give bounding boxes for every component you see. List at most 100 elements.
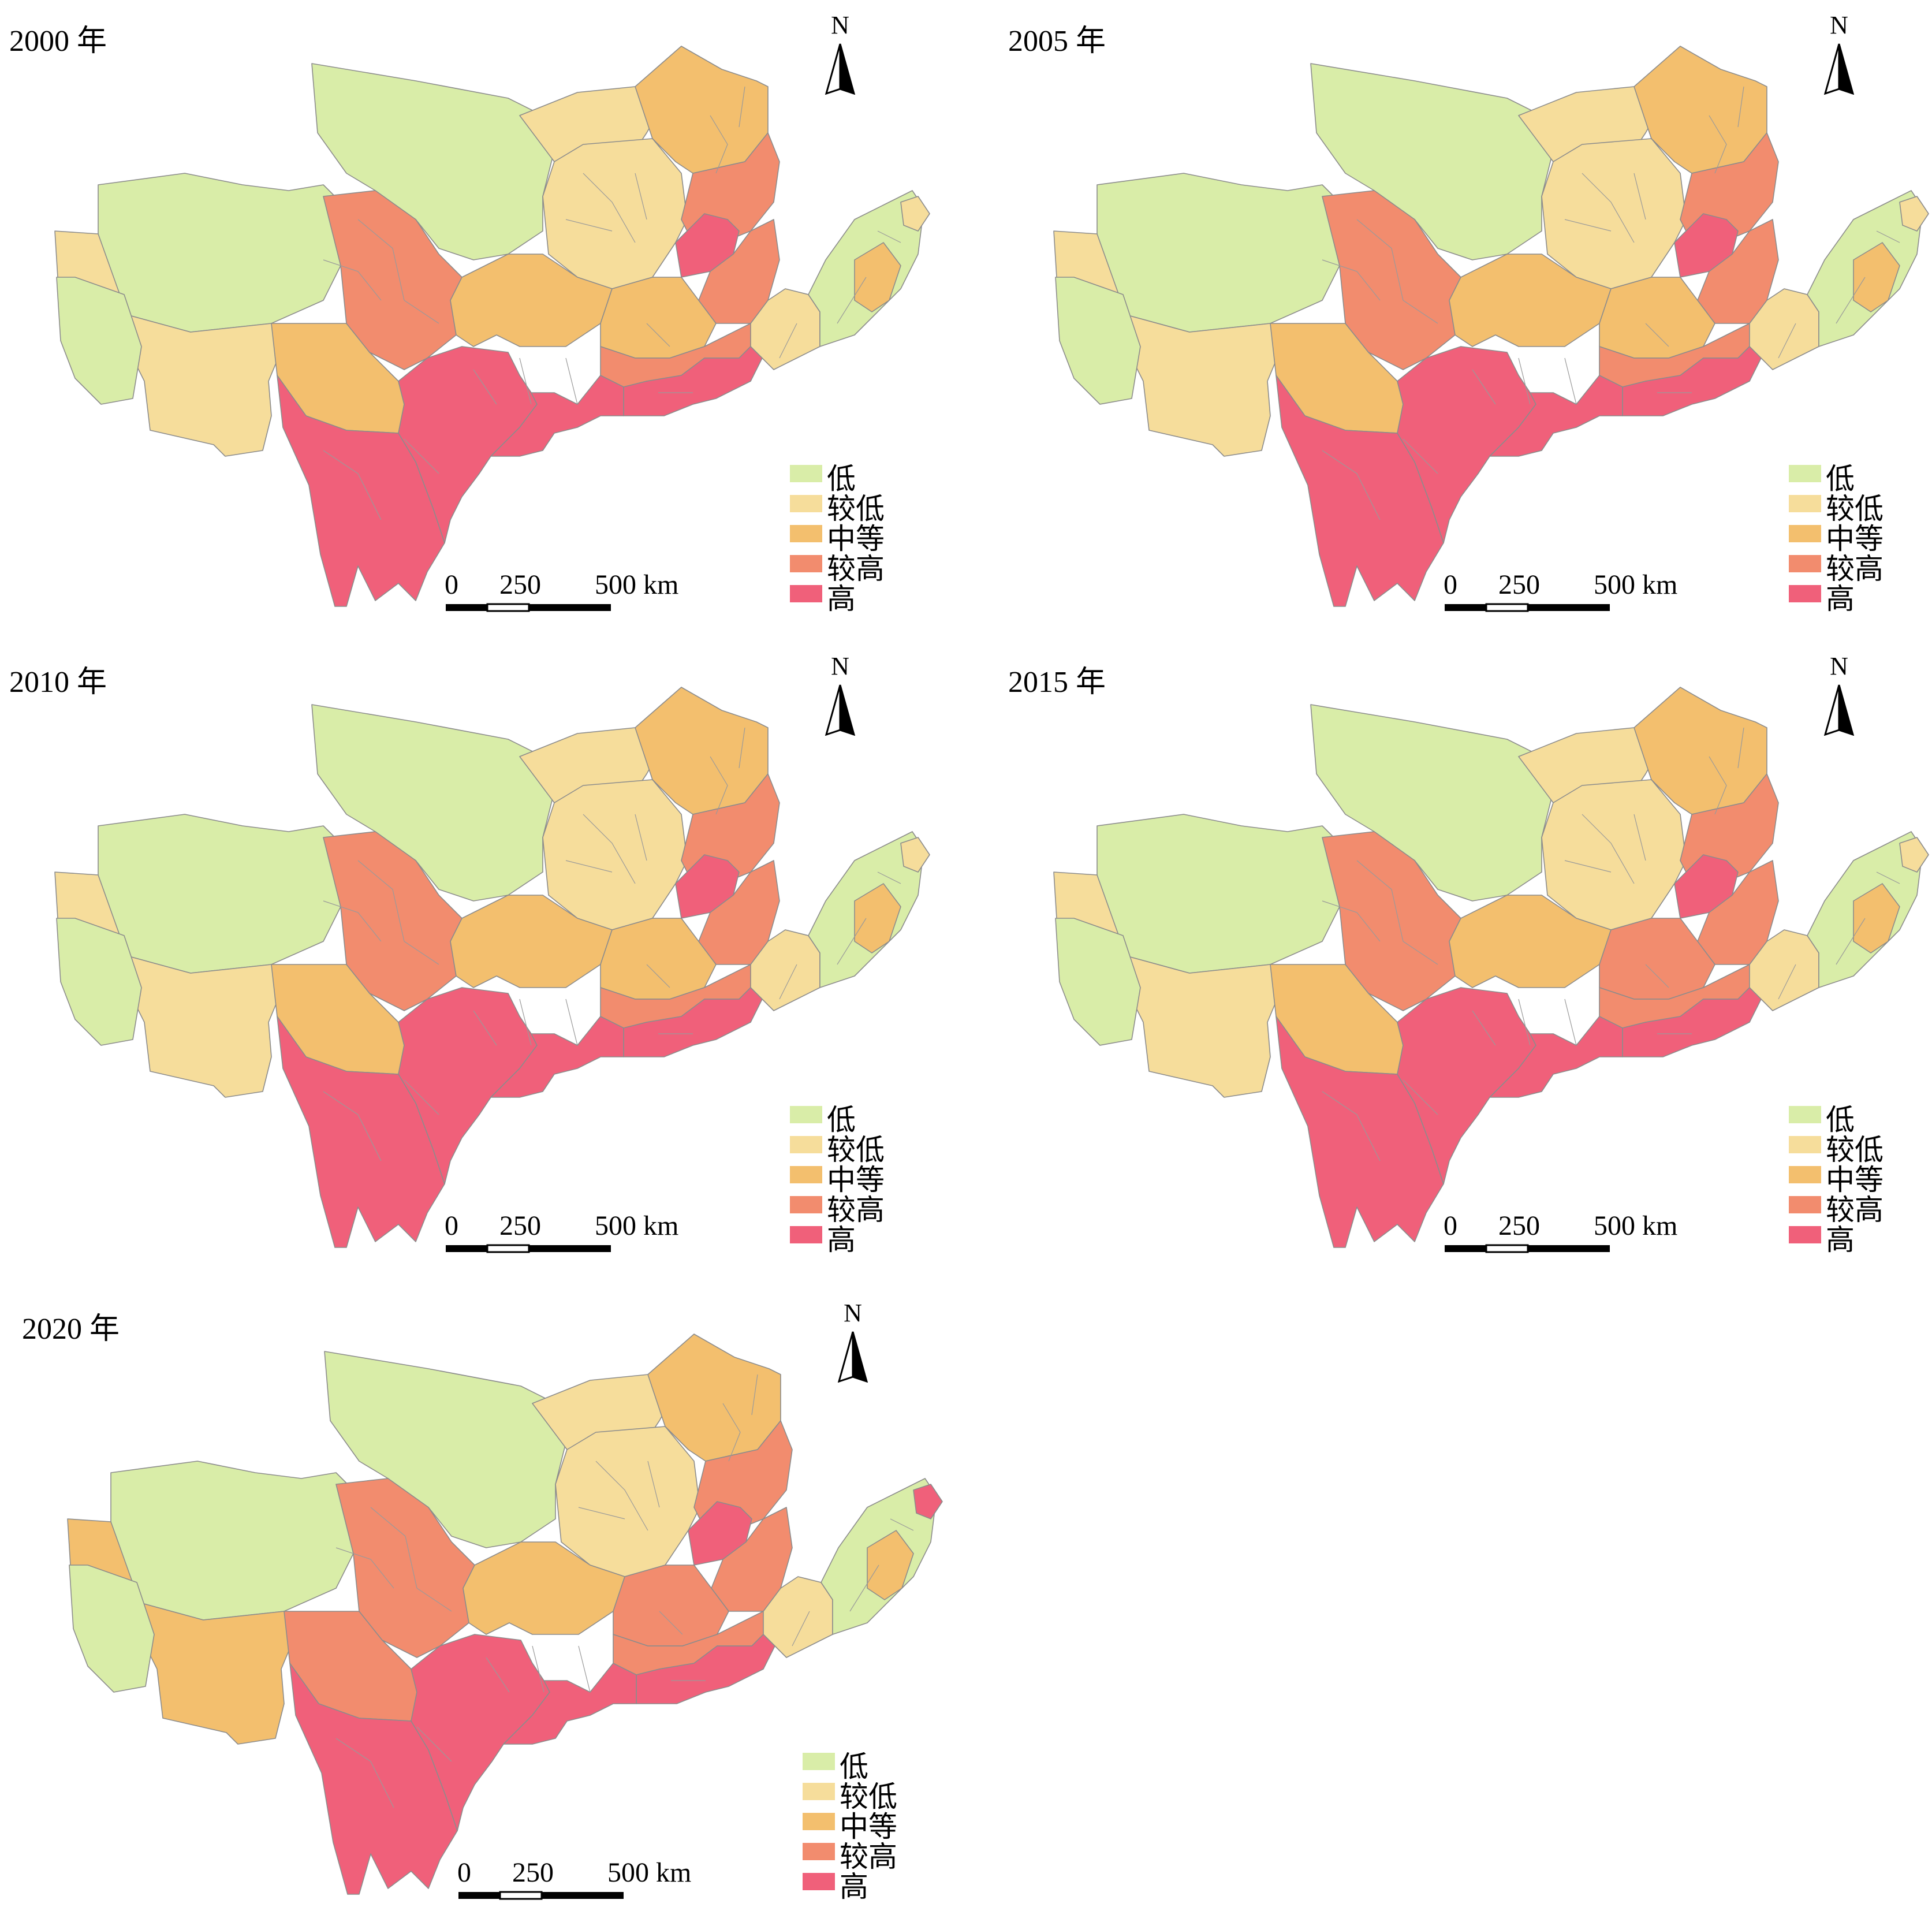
district-boundary <box>486 1657 510 1693</box>
legend-swatch <box>790 465 822 482</box>
district-boundary <box>1472 369 1496 405</box>
district-boundary <box>710 115 728 174</box>
region-ordos-center <box>555 1426 700 1577</box>
district-boundary <box>647 1461 660 1508</box>
region-guanzhong <box>1489 375 1623 457</box>
legend-swatch <box>1789 555 1821 572</box>
north-arrow-icon <box>1823 684 1855 736</box>
panel-title: 2005 年 <box>1008 25 1106 58</box>
scale-bar-graphic <box>446 1244 611 1253</box>
region-shandong-east <box>1853 242 1900 312</box>
district-boundary <box>1836 277 1866 324</box>
district-boundary <box>1709 115 1727 174</box>
district-boundary <box>751 1374 758 1416</box>
district-boundary <box>779 323 797 359</box>
scale-label: 0 <box>457 1857 471 1888</box>
legend-label: 较低 <box>1826 492 1883 526</box>
scale-label: 0 <box>1444 1210 1457 1241</box>
region-guanzhong <box>490 375 624 457</box>
district-boundary <box>565 860 613 873</box>
legend-label: 高 <box>1826 1223 1855 1257</box>
legend-swatch <box>790 1106 822 1123</box>
district-boundary <box>1564 357 1577 405</box>
legend-swatch <box>1789 585 1821 602</box>
legend-swatch <box>1789 495 1821 512</box>
district-boundary <box>473 369 497 405</box>
district-boundary <box>1876 230 1900 243</box>
legend-label: 较低 <box>1826 1133 1883 1167</box>
district-boundary <box>583 814 636 884</box>
district-boundary <box>1633 173 1646 220</box>
panel-title: 2020 年 <box>22 1313 120 1346</box>
north-label: N <box>1830 11 1848 39</box>
legend-label: 高 <box>840 1870 868 1904</box>
region-sichuan-east <box>411 1634 550 1831</box>
region-sichuan-west <box>277 375 445 607</box>
district-boundary <box>1645 964 1669 988</box>
region-ordos-center <box>1541 138 1687 289</box>
north-label: N <box>831 652 849 680</box>
district-boundary <box>404 438 439 474</box>
legend-swatch <box>1789 525 1821 542</box>
region-sichuan-east <box>398 987 538 1185</box>
region-shandong-east <box>867 1530 914 1600</box>
district-boundary <box>565 219 613 232</box>
legend-swatch <box>790 555 822 572</box>
legend-swatch <box>803 1843 835 1860</box>
legend-swatch <box>1789 1106 1821 1123</box>
legend-label: 低 <box>827 462 856 496</box>
region-shaanxi-north <box>600 277 717 359</box>
legend-swatch <box>790 1196 822 1213</box>
district-boundary <box>1582 814 1635 884</box>
region-shandong-tip <box>913 1484 943 1519</box>
legend-swatch <box>790 495 822 512</box>
district-boundary <box>578 1645 591 1693</box>
legend-swatch <box>790 1226 822 1243</box>
district-boundary <box>1322 450 1381 520</box>
district-boundary <box>739 727 745 769</box>
north-label: N <box>831 11 849 39</box>
district-boundary <box>849 1565 879 1612</box>
region-shandong-tip <box>1899 196 1929 232</box>
legend-label: 高 <box>1826 582 1855 616</box>
district-boundary <box>1518 357 1531 405</box>
region-sichuan-east <box>1397 987 1536 1185</box>
district-boundary <box>1633 814 1646 861</box>
north-label: N <box>844 1299 862 1327</box>
region-ordos-center <box>542 138 688 289</box>
district-boundary <box>1322 1091 1381 1161</box>
district-boundary <box>565 357 578 405</box>
district-boundary <box>1403 438 1438 474</box>
region-map <box>1053 46 1929 607</box>
north-arrow-icon <box>825 684 856 736</box>
scale-label: 500 km <box>595 569 679 600</box>
legend-label: 低 <box>840 1750 868 1783</box>
legend-swatch <box>790 1136 822 1153</box>
legend-label: 较高 <box>1826 1193 1883 1227</box>
north-arrow-icon <box>837 1331 868 1383</box>
district-boundary <box>1876 871 1900 884</box>
legend-label: 低 <box>827 1103 856 1137</box>
district-boundary <box>890 1518 914 1531</box>
map-panel: 2010 年 N 0 250 500 km 低较低 中等 较高高 <box>0 641 947 1265</box>
region-west-north <box>1096 814 1346 974</box>
district-boundary <box>1737 86 1744 128</box>
region-map <box>54 46 930 607</box>
legend-swatch <box>1789 1166 1821 1183</box>
district-boundary <box>1403 1079 1438 1115</box>
region-map <box>67 1334 943 1895</box>
region-shandong-east <box>854 242 901 312</box>
region-west-south <box>1055 918 1141 1046</box>
legend-label: 较高 <box>827 1193 885 1227</box>
region-west-south <box>56 277 142 405</box>
region-sichuan-west <box>289 1663 458 1895</box>
district-boundary <box>323 900 382 942</box>
district-boundary <box>1564 999 1577 1046</box>
scale-label: 0 <box>445 1210 458 1241</box>
scale-bar-graphic <box>1445 603 1610 612</box>
panel-title: 2015 年 <box>1008 666 1106 699</box>
district-boundary <box>1356 219 1404 301</box>
region-guanzhong <box>490 1016 624 1098</box>
legend-label: 较高 <box>840 1840 897 1873</box>
map-panel: 2015 年 N 0 250 500 km 低较低 中等 较高高 <box>999 641 1932 1265</box>
